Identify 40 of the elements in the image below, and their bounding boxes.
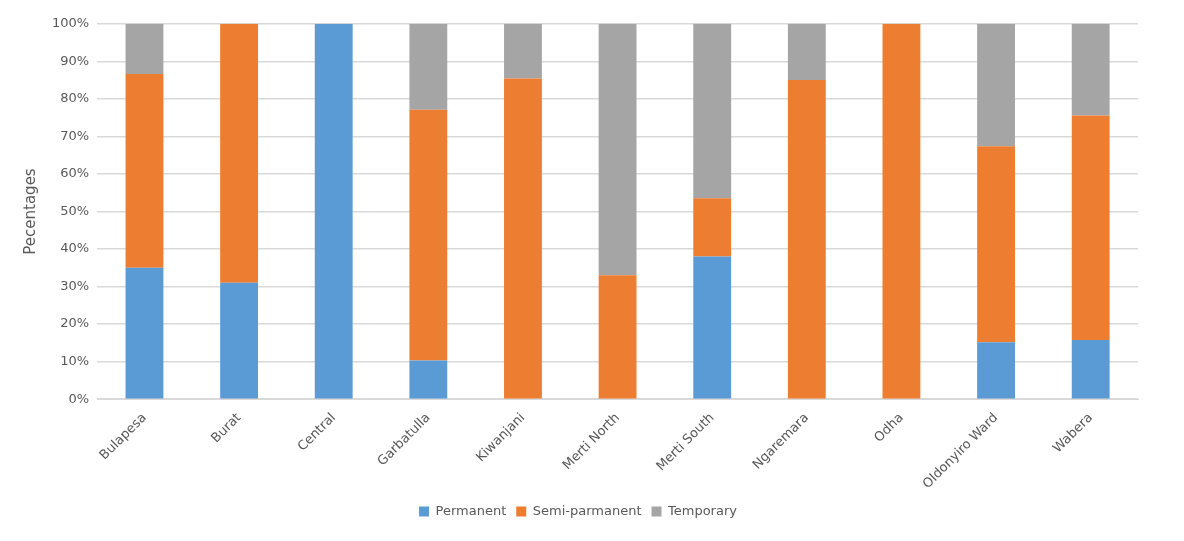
- bar: [314, 23, 353, 399]
- y-tick-label: 70%: [60, 127, 90, 143]
- y-axis-title: Pecentages: [20, 168, 39, 255]
- bar: [1071, 23, 1110, 116]
- bar: [220, 282, 259, 399]
- bar: [125, 267, 164, 399]
- y-tick-label: 50%: [60, 202, 90, 218]
- y-tick-label: 100%: [51, 15, 90, 31]
- legend-label: Semi-parmanent: [532, 502, 642, 518]
- bar: [220, 23, 259, 283]
- y-tick-label: 40%: [60, 240, 90, 256]
- bar: [409, 360, 448, 399]
- bar: [977, 342, 1015, 399]
- bar: [125, 23, 164, 75]
- y-tick-label: 10%: [60, 353, 90, 369]
- bar: [504, 78, 542, 399]
- bar: [598, 23, 637, 276]
- bar: [504, 23, 542, 79]
- bar: [409, 109, 448, 361]
- bar: [409, 23, 448, 110]
- bar: [693, 198, 732, 257]
- bar: [787, 23, 826, 81]
- bar: [1071, 115, 1110, 340]
- bar: [1071, 339, 1110, 399]
- bar: [882, 23, 921, 399]
- y-tick-label: 80%: [60, 90, 90, 106]
- y-tick-label: 60%: [60, 165, 90, 181]
- y-tick-label: 0%: [68, 390, 90, 406]
- y-tick-label: 30%: [60, 277, 90, 293]
- bar: [977, 146, 1015, 343]
- legend-label: Permanent: [435, 502, 507, 518]
- y-tick-label: 90%: [60, 52, 90, 68]
- bar: [125, 74, 164, 268]
- bar: [977, 23, 1015, 147]
- bar: [787, 80, 826, 399]
- bar: [598, 275, 637, 399]
- y-tick-label: 20%: [60, 315, 90, 331]
- bar: [693, 256, 732, 399]
- bar: [693, 23, 732, 199]
- legend-label: Temporary: [667, 502, 738, 518]
